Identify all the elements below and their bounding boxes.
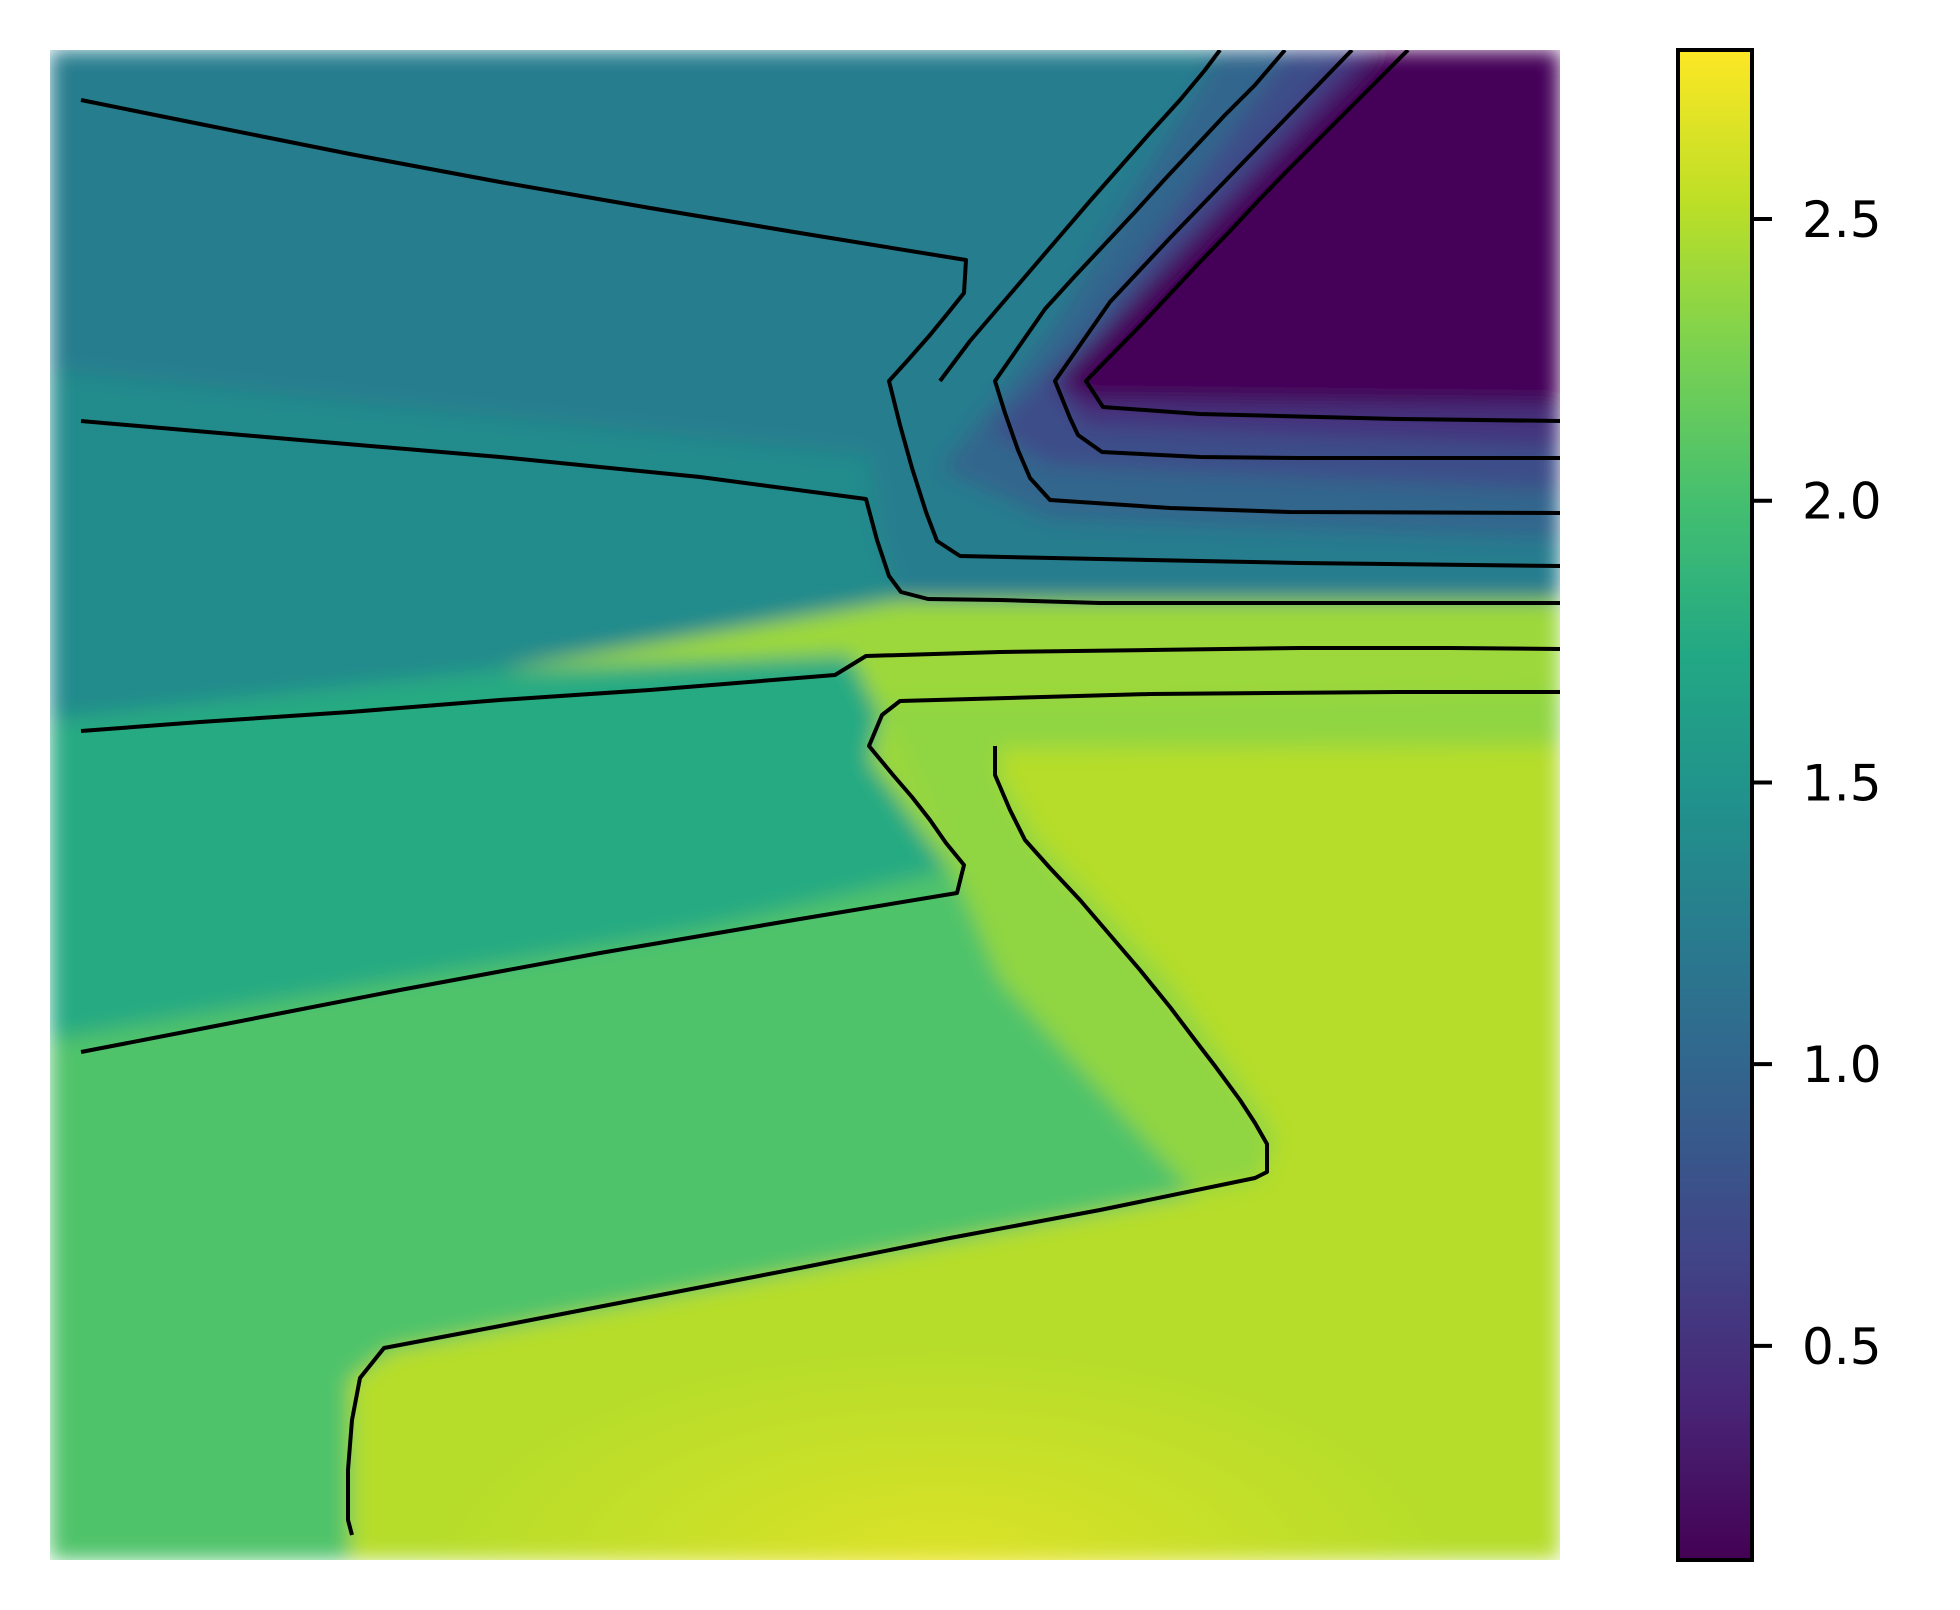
contour-line (938, 50, 1222, 383)
colorbar-ticks: 0.5 1.0 1.5 2.0 2.5 (1752, 191, 1882, 1376)
colorbar-tick-label: 2.5 (1802, 191, 1882, 249)
contour-line (993, 50, 1560, 515)
colorbar-tick-label: 2.0 (1802, 473, 1882, 531)
contour-line (1084, 50, 1560, 423)
heatmap-fill (50, 50, 1560, 1560)
heatmap-region (880, 690, 1560, 1200)
heatmap-region (50, 655, 950, 1040)
heatmap-plot-area (50, 50, 1560, 1560)
heatmap-region (50, 370, 900, 720)
contour-line (80, 98, 1560, 568)
contour-line (80, 419, 1560, 605)
colorbar-gradient (1676, 48, 1754, 1562)
heatmap-region (1060, 50, 1560, 405)
contour-line (80, 690, 1560, 1054)
colorbar: 0.5 1.0 1.5 2.0 2.5 (1676, 48, 1882, 1562)
contour-line (80, 646, 1560, 733)
contour-lines (80, 50, 1560, 1536)
peak-glow (420, 1340, 1460, 1560)
colorbar-tick-label: 0.5 (1802, 1318, 1882, 1376)
heatmap-region (350, 745, 1560, 1560)
contour-line (346, 746, 1269, 1536)
colorbar-tick-label: 1.0 (1802, 1036, 1882, 1094)
colorbar-tick-label: 1.5 (1802, 754, 1882, 812)
contour-line (1053, 50, 1560, 460)
